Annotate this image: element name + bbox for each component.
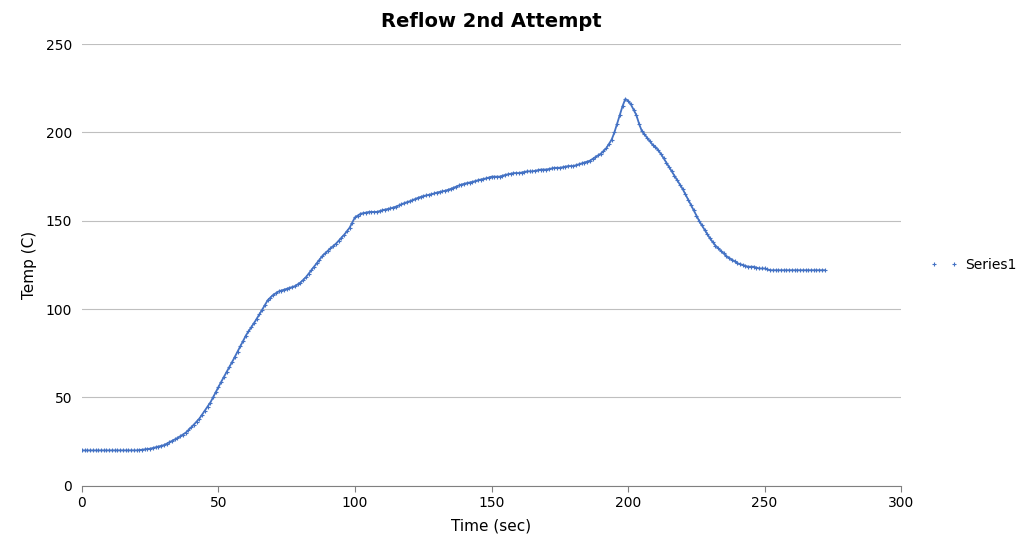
- Series1: [505, 171, 517, 177]
- Series1: [253, 311, 265, 318]
- Series1: [482, 174, 495, 181]
- Series1: [76, 447, 88, 454]
- Series1: [620, 95, 632, 102]
- Legend: Series1: Series1: [925, 252, 1022, 278]
- X-axis label: Time (sec): Time (sec): [452, 518, 531, 534]
- Series1: [346, 219, 358, 226]
- Series1: [384, 205, 396, 212]
- Series1: [412, 194, 424, 201]
- Y-axis label: Temp (C): Temp (C): [23, 231, 38, 299]
- Line: Series1: Series1: [80, 97, 826, 453]
- Title: Reflow 2nd Attempt: Reflow 2nd Attempt: [381, 13, 602, 31]
- Series1: [818, 267, 830, 274]
